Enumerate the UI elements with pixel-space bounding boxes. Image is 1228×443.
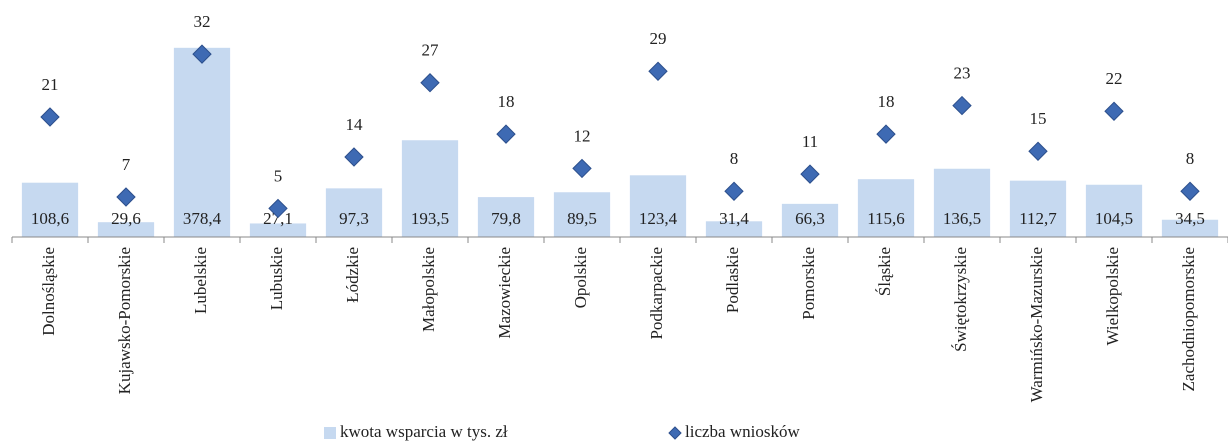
bar [1009,180,1067,237]
marker-value-label: 32 [194,12,211,31]
x-tick-label: Podkarpackie [647,247,666,340]
bar-value-label: 136,5 [943,209,981,228]
marker [1180,181,1200,201]
bar-value-label: 97,3 [339,209,369,228]
x-tick-label: Warmińsko-Mazurskie [1027,247,1046,402]
marker [876,124,896,144]
x-tick-label: Opolskie [571,247,590,308]
bar-value-label: 108,6 [31,209,69,228]
bar [97,222,155,237]
bar [401,140,459,237]
marker-value-label: 29 [650,29,667,48]
x-tick-label: Wielkopolskie [1103,247,1122,345]
marker-value-label: 21 [42,75,59,94]
bar-value-label: 79,8 [491,209,521,228]
x-tick-label: Pomorskie [799,247,818,320]
marker-value-label: 5 [274,166,283,185]
bar-value-label: 27,1 [263,209,293,228]
bar-value-label: 66,3 [795,209,825,228]
marker [116,187,136,207]
x-tick-label: Łódzkie [343,247,362,303]
x-tick-label: Lubelskie [191,247,210,314]
bar [249,223,307,237]
marker [268,198,288,219]
legend-label: liczba wniosków [685,422,800,441]
x-tick-label: Mazowieckie [495,247,514,339]
bar [21,182,79,237]
marker [1104,101,1124,121]
bar-value-label: 123,4 [639,209,678,228]
x-tick-label: Zachodniopomorskie [1179,247,1198,391]
x-tick-label: Kujawsko-Pomorskie [115,247,134,394]
bar [1161,219,1219,237]
bar-value-label: 31,4 [719,209,749,228]
marker [572,158,592,179]
bar [173,47,231,237]
marker [724,181,744,201]
bar [857,179,915,237]
bar-value-label: 115,6 [867,209,905,228]
marker-value-label: 15 [1030,109,1047,128]
marker [40,107,60,127]
legend-swatch [324,427,336,439]
x-tick-label: Świętokrzyskie [951,247,970,352]
marker-value-label: 18 [498,92,515,111]
bar [933,168,991,237]
legend-swatch [668,426,682,440]
bar-value-label: 29,6 [111,209,141,228]
marker-value-label: 27 [422,41,440,60]
bar [477,197,535,237]
bar [325,188,383,237]
marker [1028,141,1048,161]
marker [420,73,440,93]
marker [800,164,820,184]
marker-value-label: 23 [954,63,971,82]
bar [629,175,687,237]
bar-value-label: 34,5 [1175,209,1205,228]
marker-value-label: 8 [1186,149,1195,168]
bar-value-label: 378,4 [183,209,222,228]
marker-value-label: 8 [730,149,739,168]
bar-value-label: 193,5 [411,209,449,228]
x-tick-label: Lubuskie [267,247,286,310]
marker-value-label: 7 [122,155,131,174]
bar [1085,184,1143,237]
x-tick-label: Dolnośląskie [39,247,58,336]
marker [192,44,212,64]
bar-value-label: 104,5 [1095,209,1133,228]
bar [553,192,611,237]
x-tick-label: Małopolskie [419,247,438,332]
bar [781,203,839,237]
x-tick-label: Śląskie [875,247,894,296]
marker-value-label: 12 [574,126,591,145]
bar [705,221,763,237]
marker [648,61,668,81]
marker [952,95,972,116]
marker-value-label: 22 [1106,69,1123,88]
marker-value-label: 18 [878,92,895,111]
marker [496,124,516,144]
legend-label: kwota wsparcia w tys. zł [340,422,508,441]
bar-value-label: 89,5 [567,209,597,228]
marker-value-label: 14 [346,115,364,134]
marker [344,147,364,167]
marker-value-label: 11 [802,132,818,151]
bar-value-label: 112,7 [1019,209,1057,228]
x-tick-label: Podlaskie [723,247,742,313]
